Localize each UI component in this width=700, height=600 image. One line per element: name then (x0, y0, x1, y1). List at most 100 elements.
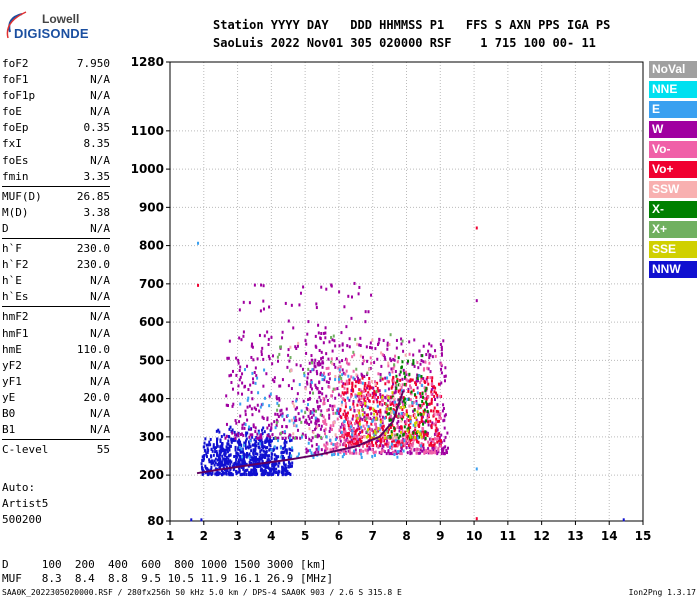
data-point (354, 384, 357, 388)
legend-entry-e: E (649, 101, 697, 118)
data-point (318, 348, 321, 352)
data-point (432, 443, 435, 447)
data-point (318, 434, 321, 438)
data-point (379, 444, 382, 448)
data-point (279, 345, 282, 349)
data-point (414, 428, 417, 432)
data-point (241, 459, 244, 463)
data-point (339, 425, 342, 429)
data-point (264, 450, 267, 454)
data-point (296, 428, 299, 432)
param-row: fmin 3.35 (2, 169, 110, 185)
y-tick-label: 700 (139, 277, 164, 291)
param-key: hmF2 (2, 310, 29, 324)
data-point (437, 439, 440, 443)
data-point (308, 427, 311, 431)
trace-curve-line (196, 390, 405, 475)
data-point (391, 417, 394, 421)
data-point (227, 356, 230, 360)
data-point (322, 415, 325, 419)
data-point (327, 357, 330, 361)
data-point (368, 433, 371, 437)
data-point (225, 469, 228, 473)
data-point (284, 448, 287, 452)
param-key: hmF1 (2, 326, 29, 340)
data-point (317, 445, 320, 449)
data-point (354, 395, 357, 399)
data-point (354, 435, 357, 439)
data-point (388, 343, 391, 347)
data-point (262, 357, 265, 361)
data-point (291, 461, 294, 465)
data-point (319, 337, 322, 341)
data-point (238, 336, 241, 340)
data-point (213, 459, 216, 463)
data-point (346, 416, 349, 420)
data-point (403, 382, 406, 386)
data-point (296, 392, 299, 396)
data-point (407, 423, 410, 427)
data-point (222, 472, 225, 476)
data-point (324, 432, 327, 436)
data-point (422, 409, 425, 413)
data-point (338, 344, 341, 348)
data-point (270, 335, 273, 339)
data-point (302, 415, 305, 419)
data-point (408, 437, 411, 441)
data-point (355, 373, 358, 377)
data-point (365, 435, 368, 439)
data-point (342, 392, 345, 396)
data-point (428, 443, 431, 447)
data-point (440, 367, 443, 371)
data-point (402, 437, 405, 441)
data-point (328, 429, 331, 433)
data-point (429, 442, 432, 446)
data-point (347, 431, 350, 435)
data-point (369, 345, 372, 349)
data-point (416, 430, 419, 434)
data-point (360, 425, 363, 429)
data-point (315, 302, 318, 306)
data-point (396, 424, 399, 428)
data-point (383, 416, 386, 420)
data-point (289, 453, 292, 457)
data-point (322, 331, 325, 335)
data-point (361, 413, 364, 417)
data-point (317, 407, 320, 411)
data-point (394, 354, 397, 358)
data-point (392, 375, 395, 379)
data-point (394, 438, 397, 442)
data-point (273, 376, 276, 380)
data-point (205, 443, 208, 447)
data-point (258, 333, 261, 337)
data-point (406, 397, 409, 401)
data-point (403, 405, 406, 409)
data-point (399, 388, 402, 392)
data-point (400, 365, 403, 369)
data-point (279, 384, 282, 388)
data-point (273, 445, 276, 449)
data-point (360, 449, 363, 453)
data-point (343, 450, 346, 454)
data-point (434, 354, 437, 358)
data-point (237, 470, 240, 474)
data-point (274, 412, 277, 416)
legend-entry-x: X- (649, 201, 697, 218)
data-point (277, 470, 280, 474)
data-point (416, 410, 419, 414)
data-point (622, 518, 625, 522)
data-point (251, 345, 254, 349)
data-point (355, 380, 358, 384)
data-point (431, 355, 434, 359)
data-point (430, 390, 433, 394)
data-point (322, 361, 325, 365)
data-point (366, 434, 369, 438)
data-point (350, 392, 353, 396)
data-point (232, 439, 235, 443)
logo-swirl-icon (6, 11, 27, 39)
data-point (390, 386, 393, 390)
x-tick-label: 8 (402, 529, 410, 543)
data-point (243, 470, 246, 474)
data-point (281, 467, 284, 471)
data-point (290, 454, 293, 458)
